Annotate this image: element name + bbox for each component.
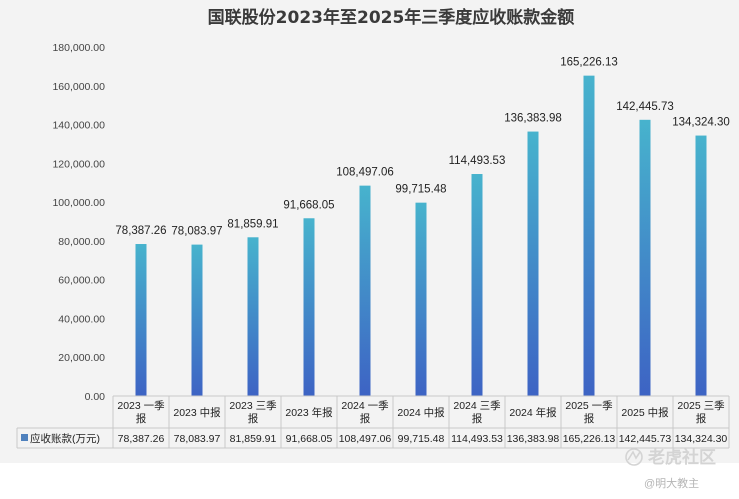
y-tick-label: 60,000.00 [58, 275, 105, 287]
bar [359, 185, 371, 396]
y-tick-label: 100,000.00 [52, 197, 105, 209]
watermark: 老虎社区 @明大教主 [625, 447, 716, 490]
y-tick-label: 120,000.00 [52, 158, 105, 170]
category-label: 2024 年报 [509, 406, 557, 419]
y-tick-label: 160,000.00 [52, 81, 105, 93]
tiger-logo-icon [625, 448, 643, 466]
bar [695, 135, 707, 396]
bar [415, 202, 427, 396]
table-value: 81,859.91 [230, 433, 277, 445]
table-value: 136,383.98 [507, 433, 560, 445]
category-label: 2025 一季报 [565, 400, 613, 425]
data-labels: 78,387.26 78,083.97 81,859.91 91,668.05 108,… [115, 57, 729, 238]
data-label: 78,387.26 [115, 225, 166, 237]
bar [191, 244, 203, 396]
data-label: 99,715.48 [395, 184, 446, 196]
bar [471, 174, 483, 396]
data-table: 2023 一季报 2023 中报 2023 三季报 2023 年报 2024 一季报 20… [16, 395, 730, 449]
data-label: 165,226.13 [560, 57, 618, 69]
table-value: 114,493.53 [451, 433, 503, 445]
category-label: 2025 三季报 [677, 400, 725, 425]
bar [135, 244, 147, 396]
y-axis: 0.00 20,000.00 40,000.00 60,000.00 80,000.00… [52, 42, 105, 403]
data-label: 114,493.53 [449, 155, 506, 167]
y-tick-label: 20,000.00 [58, 352, 105, 364]
data-label: 78,083.97 [171, 226, 222, 238]
category-label: 2023 三季报 [229, 400, 277, 425]
category-label: 2024 中报 [397, 406, 445, 419]
table-value: 78,083.97 [174, 433, 221, 445]
table-value: 134,324.30 [675, 433, 728, 445]
bar [583, 75, 595, 396]
legend-label: 应收账款(万元) [30, 432, 100, 445]
bars [135, 75, 707, 396]
y-tick-label: 40,000.00 [58, 313, 105, 325]
y-tick-label: 0.00 [85, 391, 106, 403]
legend-swatch [21, 434, 28, 441]
table-value: 165,226.13 [563, 433, 616, 445]
table-value: 142,445.73 [619, 433, 672, 445]
y-tick-label: 140,000.00 [52, 120, 105, 132]
table-value: 91,668.05 [286, 433, 333, 445]
category-label: 2024 一季报 [341, 400, 389, 425]
data-label: 91,668.05 [283, 199, 334, 211]
category-label: 2024 三季报 [453, 400, 501, 425]
data-label: 134,324.30 [672, 117, 730, 129]
table-value: 78,387.26 [118, 433, 165, 445]
watermark-brand: 老虎社区 [647, 447, 716, 467]
data-label: 142,445.73 [616, 101, 674, 113]
bar [527, 131, 539, 396]
category-label: 2025 中报 [621, 406, 669, 419]
bar [303, 218, 315, 396]
bar [639, 119, 651, 396]
category-label: 2023 中报 [173, 406, 221, 419]
data-label: 108,497.06 [336, 167, 394, 179]
table-value: 99,715.48 [398, 433, 445, 445]
chart-title: 国联股份2023年至2025年三季度应收账款金额 [208, 7, 575, 28]
bar [247, 237, 259, 396]
y-tick-label: 80,000.00 [58, 236, 105, 248]
watermark-user: @明大教主 [644, 476, 699, 490]
y-tick-label: 180,000.00 [52, 42, 105, 54]
category-label: 2023 一季报 [117, 400, 165, 425]
data-label: 81,859.91 [227, 218, 278, 230]
table-value: 108,497.06 [339, 433, 392, 445]
category-label: 2023 年报 [285, 406, 333, 419]
data-label: 136,383.98 [504, 113, 562, 125]
